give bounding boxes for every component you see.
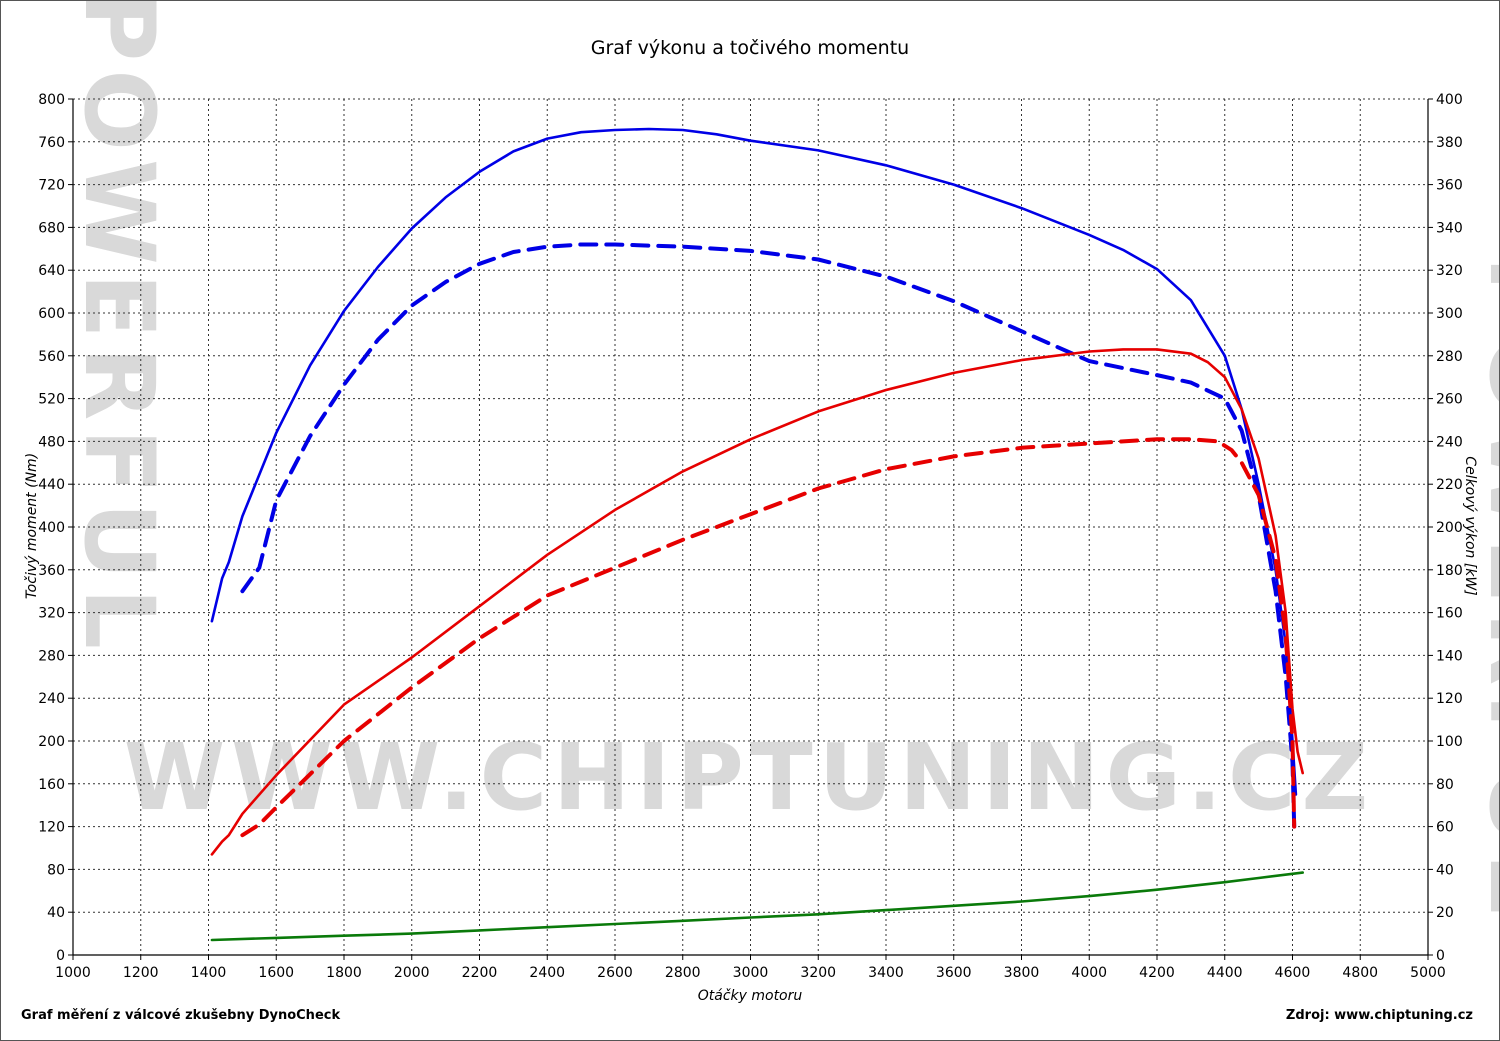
- y-right-tick-label: 40: [1436, 862, 1454, 878]
- y-right-tick-label: 320: [1436, 263, 1463, 279]
- torque-tuned-line: [210, 127, 1298, 796]
- y-left-tick-label: 40: [47, 905, 65, 921]
- y-right-tick-label: 260: [1436, 392, 1463, 408]
- footer-source-left: Graf měření z válcové zkušebny DynoCheck: [21, 1008, 340, 1023]
- y-right-tick-label: 220: [1436, 477, 1463, 493]
- tick-labels: 1000 1200 1400 1600 1800 2000 2200 2400 2600 2800…: [38, 92, 1462, 981]
- torque-stock-line: [240, 242, 1297, 829]
- x-tick-label: 4200: [1139, 965, 1175, 981]
- x-tick-label: 3000: [733, 965, 769, 981]
- y-left-tick-label: 80: [47, 862, 65, 878]
- watermark-side-left: POWERFUL: [63, 1, 175, 657]
- y-right-tick-label: 180: [1436, 563, 1463, 579]
- watermark-side-right: POWERFUL: [1468, 256, 1499, 922]
- loss-line: [210, 871, 1304, 942]
- y-left-tick-label: 520: [38, 392, 65, 408]
- y-left-tick-label: 120: [38, 820, 65, 836]
- y-right-tick-label: 280: [1436, 349, 1463, 365]
- y-left-tick-label: 560: [38, 349, 65, 365]
- y-left-tick-label: 480: [38, 434, 65, 450]
- x-axis-label: Otáčky motoru: [698, 988, 803, 1004]
- x-tick-label: 2400: [529, 965, 565, 981]
- y-axis-label-right: Celkový výkon [kW]: [1462, 456, 1478, 595]
- y-right-tick-label: 360: [1436, 178, 1463, 194]
- y-right-tick-label: 340: [1436, 220, 1463, 236]
- y-left-tick-label: 680: [38, 220, 65, 236]
- y-left-tick-label: 320: [38, 606, 65, 622]
- x-tick-label: 3800: [1004, 965, 1040, 981]
- power-tuned-line: [210, 348, 1304, 856]
- x-tick-label: 4600: [1275, 965, 1311, 981]
- y-right-tick-label: 400: [1436, 92, 1463, 108]
- x-tick-label: 4800: [1342, 965, 1378, 981]
- x-tick-label: 1600: [258, 965, 294, 981]
- y-left-tick-label: 640: [38, 263, 65, 279]
- y-right-tick-label: 0: [1436, 948, 1445, 964]
- x-tick-label: 4400: [1207, 965, 1243, 981]
- x-tick-label: 1000: [55, 965, 91, 981]
- y-left-tick-label: 800: [38, 92, 65, 108]
- y-left-tick-label: 200: [38, 734, 65, 750]
- y-right-tick-label: 300: [1436, 306, 1463, 322]
- y-left-tick-label: 280: [38, 648, 65, 664]
- y-left-tick-label: 0: [56, 948, 65, 964]
- x-tick-label: 3600: [936, 965, 972, 981]
- y-right-tick-label: 140: [1436, 648, 1463, 664]
- x-tick-label: 1200: [123, 965, 159, 981]
- x-tick-label: 3400: [868, 965, 904, 981]
- x-tick-label: 3200: [800, 965, 836, 981]
- watermark: WWW.CHIPTUNING.CZ POWERFUL POWERFUL: [63, 1, 1499, 922]
- footer-source-right: Zdroj: www.chiptuning.cz: [1286, 1008, 1473, 1023]
- y-left-tick-label: 600: [38, 306, 65, 322]
- y-right-tick-label: 60: [1436, 820, 1454, 836]
- x-tick-label: 2600: [597, 965, 633, 981]
- x-tick-label: 1800: [326, 965, 362, 981]
- y-right-tick-label: 100: [1436, 734, 1463, 750]
- y-left-tick-label: 720: [38, 178, 65, 194]
- x-tick-label: 4000: [1071, 965, 1107, 981]
- chart-title: Graf výkonu a točivého momentu: [591, 37, 909, 59]
- series: [210, 127, 1304, 942]
- y-left-tick-label: 240: [38, 691, 65, 707]
- y-left-tick-label: 160: [38, 777, 65, 793]
- y-right-tick-label: 80: [1436, 777, 1454, 793]
- x-tick-label: 2800: [665, 965, 701, 981]
- watermark-text: WWW.CHIPTUNING.CZ: [124, 724, 1374, 831]
- x-tick-label: 2000: [394, 965, 430, 981]
- power-stock-line: [240, 437, 1297, 838]
- y-right-tick-label: 380: [1436, 135, 1463, 151]
- y-left-tick-label: 760: [38, 135, 65, 151]
- axes: [68, 98, 1433, 960]
- x-tick-label: 5000: [1410, 965, 1446, 981]
- y-left-tick-label: 360: [38, 563, 65, 579]
- y-right-tick-label: 200: [1436, 520, 1463, 536]
- y-right-tick-label: 20: [1436, 905, 1454, 921]
- y-right-tick-label: 160: [1436, 606, 1463, 622]
- y-left-tick-label: 440: [38, 477, 65, 493]
- x-tick-label: 2200: [462, 965, 498, 981]
- y-axis-label-left: Točivý moment (Nm): [24, 453, 40, 599]
- y-right-tick-label: 120: [1436, 691, 1463, 707]
- y-right-tick-label: 240: [1436, 434, 1463, 450]
- y-left-tick-label: 400: [38, 520, 65, 536]
- x-tick-label: 1400: [191, 965, 227, 981]
